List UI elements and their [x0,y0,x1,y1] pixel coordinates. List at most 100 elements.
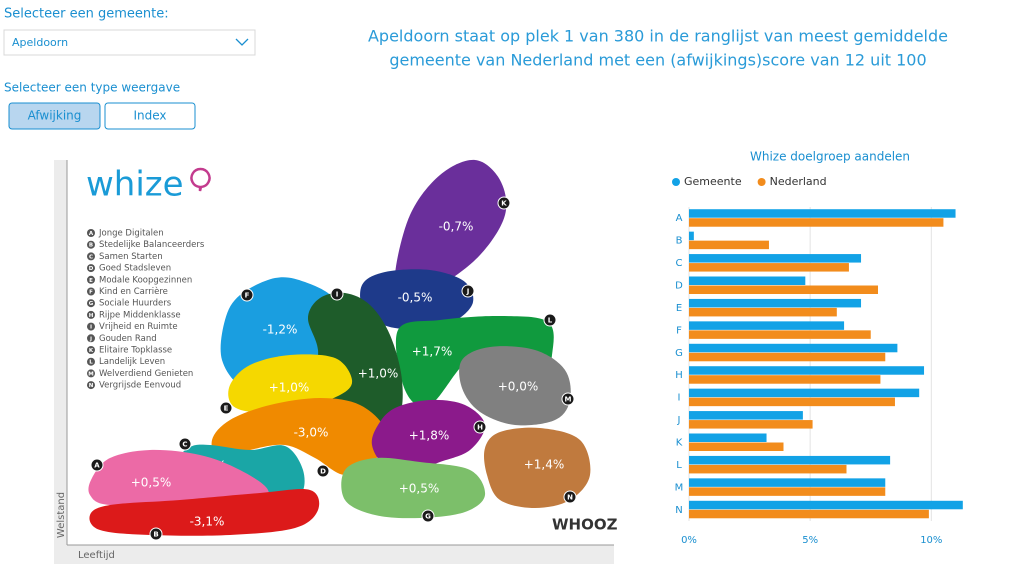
segment-marker [421,509,435,523]
legend-marker [87,322,95,331]
bar [689,276,806,285]
legend-letter: I [90,325,92,331]
bar [689,352,886,362]
bar [689,455,891,465]
legend-letter: K [89,348,94,354]
y-tick-label: I [678,393,681,404]
bar [689,388,920,398]
legend-letter: A [89,231,94,237]
y-tick-label: E [676,303,682,314]
segment-marker [219,401,233,415]
legend-letter: F [89,290,93,296]
segment-marker [497,196,511,210]
legend-letter: L [89,360,93,366]
segment-score: +0,5% [131,476,172,490]
y-tick-label: D [675,281,683,292]
segment-score: +0,0% [498,380,539,394]
segment-score: -3,0% [294,426,329,440]
segment-letter: B [153,531,158,539]
bar [689,442,784,451]
y-tick-label: N [675,505,682,516]
segment-marker [90,458,104,472]
legend-name: Stedelijke Balanceerders [99,240,205,250]
bar [689,231,694,241]
segment-marker [240,288,254,302]
logo: whize [86,165,184,205]
segment-blob [211,398,386,476]
bar [689,240,769,250]
legend-letter: C [89,254,93,260]
segment-letter: A [94,462,100,470]
legend-swatch [757,178,766,186]
legend-letter: M [88,371,93,377]
view-button-active[interactable] [8,102,101,130]
bar [689,263,849,272]
y-tick-label: K [676,438,683,449]
summary-line: Apeldoorn staat op plek 1 van 380 in de … [368,27,948,46]
brand: WHOOZ [552,516,618,534]
y-tick-label: G [675,348,683,359]
whize-map: Welstand Leeftijd whize WHOOZ -0,7% -0,5%… [54,159,618,564]
bar [689,487,886,496]
segment-marker [178,437,192,451]
segment-score: +1,0% [358,367,399,381]
legend-marker [87,229,95,237]
segment-marker [316,464,330,478]
view-button[interactable] [104,102,196,130]
x-tick-label: 10% [920,535,942,546]
bar [689,209,956,218]
legend-marker [87,240,95,249]
legend-marker [87,275,95,284]
bar [689,433,767,442]
segment-letter: C [182,441,187,449]
segment-marker [461,284,475,298]
y-tick-label: A [676,213,683,224]
segment-letter: F [245,292,250,300]
legend-name: Jonge Digitalen [98,229,164,239]
legend-name: Gouden Rand [99,334,157,344]
y-tick-label: C [676,258,683,269]
bar-chart: Whize doelgroep aandelen Gemeente Nederlan… [672,150,963,546]
y-axis-band [54,160,67,545]
segment-marker [543,313,557,327]
segment-marker [330,287,344,301]
segment-blob [228,354,353,413]
legend-marker [87,299,95,308]
legend-letter: H [89,313,94,319]
bar [689,478,886,487]
bar [689,330,871,339]
legend-marker [87,334,95,343]
bar [689,254,862,263]
bar [689,500,963,510]
legend-name: Sociale Huurders [99,299,172,309]
legend-letter: N [89,383,94,389]
chart-title: Whize doelgroep aandelen [750,150,910,164]
y-tick-label: B [676,236,683,247]
bar [689,343,898,353]
segment-score: +1,0% [269,381,310,395]
segment-blob [483,427,591,508]
segment-blob [394,159,507,293]
bar [689,218,944,227]
y-axis-label: Welstand [56,492,67,538]
legend-name: Vrijheid en Ruimte [99,322,178,332]
legend-name: Welverdiend Genieten [99,369,193,379]
legend-marker [87,381,95,390]
segment-letter: N [567,494,573,502]
segment-score: -3,1% [190,515,225,529]
segment-letter: I [336,291,339,299]
municipality-select[interactable] [3,29,256,56]
y-tick-label: F [676,325,682,336]
legend-letter: E [89,278,93,284]
legend-letter: J [89,336,92,342]
legend-swatch [672,178,680,186]
segment-marker [561,392,575,406]
summary-line: gemeente van Nederland met een (afwijkin… [389,51,926,70]
segment-blob [341,457,486,519]
segment-letter: E [224,405,229,413]
dropdown-arrow [235,38,249,46]
segment-score: -1,2% [263,323,298,337]
segment-score: +0,5% [399,482,440,496]
bar [689,307,837,317]
bar [689,375,881,384]
